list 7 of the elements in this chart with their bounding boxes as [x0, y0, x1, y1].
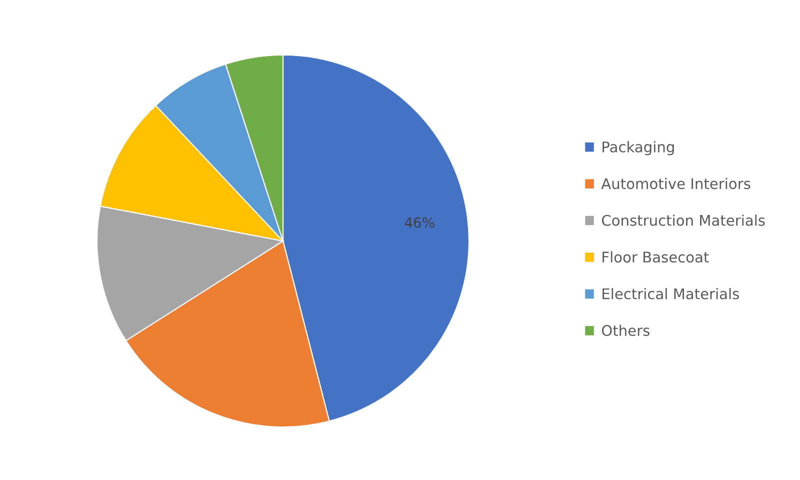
legend-label: Floor Basecoat [602, 251, 709, 263]
legend-label: Automotive Interiors [601, 178, 750, 190]
legend-label: Packaging [602, 141, 674, 156]
legend-label: Others [602, 324, 650, 336]
data-label: 46% [404, 217, 434, 228]
legend-label: Construction Materials [602, 214, 765, 226]
legend-label: Electrical Materials [602, 288, 739, 300]
